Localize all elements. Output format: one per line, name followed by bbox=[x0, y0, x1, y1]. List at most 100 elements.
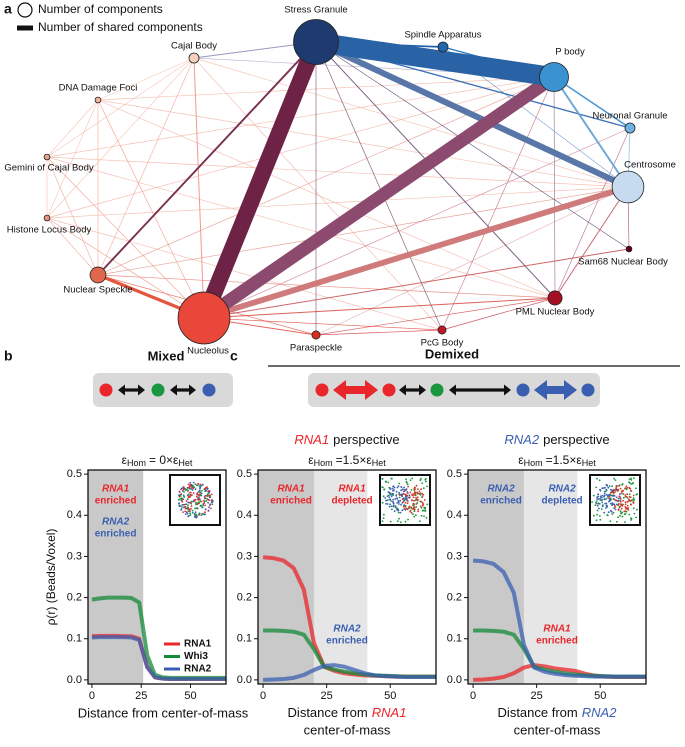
inset-bead bbox=[610, 488, 612, 491]
x-tick-label: 0 bbox=[260, 690, 266, 702]
inset-bead bbox=[619, 500, 622, 503]
inset-bead bbox=[626, 487, 629, 489]
inset-bead bbox=[211, 503, 214, 506]
inset-bead bbox=[383, 488, 386, 491]
inset-bead bbox=[188, 514, 191, 517]
inset-bead bbox=[417, 508, 420, 511]
y-tick-label: 0.4 bbox=[237, 509, 252, 521]
inset-bead bbox=[603, 511, 606, 514]
node bbox=[188, 52, 200, 64]
inset-bead bbox=[425, 516, 428, 519]
y-tick-label: 0.3 bbox=[67, 550, 82, 562]
inset-bead bbox=[406, 508, 409, 511]
edge bbox=[203, 297, 556, 319]
y-tick-label: 0.0 bbox=[67, 674, 82, 686]
y-tick-label: 0.2 bbox=[67, 591, 82, 603]
inset-bead bbox=[595, 519, 598, 522]
node bbox=[293, 19, 339, 65]
inset-bead bbox=[404, 502, 407, 504]
series-line bbox=[472, 558, 646, 679]
inset-bead bbox=[625, 485, 628, 488]
inset-bead bbox=[183, 495, 185, 498]
inset-bead bbox=[409, 479, 412, 481]
inset-bead bbox=[608, 500, 610, 503]
inset-bead bbox=[396, 497, 398, 500]
node bbox=[611, 170, 645, 204]
inset-bead bbox=[395, 494, 398, 497]
inset-bead bbox=[607, 511, 610, 514]
inset-frame bbox=[589, 474, 641, 526]
inset-bead bbox=[203, 513, 206, 516]
inset-bead bbox=[420, 514, 423, 517]
inset-bead bbox=[184, 489, 187, 491]
inset-bead bbox=[399, 499, 402, 502]
subtitle-highlight: RNA1 bbox=[294, 432, 329, 447]
inset-bead bbox=[405, 489, 407, 491]
edge bbox=[314, 32, 556, 87]
inset-bead bbox=[413, 492, 416, 495]
inset-bead bbox=[598, 479, 601, 482]
title-part: ε bbox=[308, 453, 314, 467]
inset-bead bbox=[415, 514, 417, 517]
inset-bead bbox=[420, 477, 422, 480]
inset-bead bbox=[207, 501, 210, 504]
inset-bead bbox=[189, 512, 192, 515]
y-tick-label: 0.5 bbox=[447, 468, 462, 480]
inset-bead bbox=[389, 520, 392, 523]
inset-bead bbox=[385, 480, 387, 483]
inset-bead bbox=[608, 485, 611, 487]
inset-bead bbox=[381, 520, 384, 522]
inset-bead bbox=[178, 502, 180, 505]
annotation-line: depleted bbox=[542, 495, 583, 506]
plot-frame bbox=[467, 469, 647, 685]
inset-bead bbox=[412, 502, 415, 505]
edge bbox=[314, 39, 630, 190]
subtitle-text: perspective bbox=[333, 432, 399, 447]
inset-bead bbox=[189, 481, 192, 484]
inset-bead bbox=[204, 508, 207, 511]
inset-bead bbox=[193, 499, 196, 501]
title-subscript: Hom bbox=[127, 458, 146, 468]
inset-bead bbox=[604, 486, 606, 489]
inset-bead bbox=[422, 509, 424, 512]
inset-bead bbox=[198, 513, 201, 516]
inset-bead bbox=[599, 518, 602, 521]
x-tick-label: 0 bbox=[470, 690, 476, 702]
edge bbox=[46, 156, 99, 276]
inset-bead bbox=[189, 485, 191, 488]
edge bbox=[46, 217, 443, 331]
inset-bead bbox=[624, 494, 627, 496]
inset-bead bbox=[409, 510, 411, 513]
inset-bead bbox=[381, 478, 384, 480]
inset-bead bbox=[418, 490, 421, 493]
inset-bead bbox=[611, 485, 613, 488]
annotation: RNA2 enriched bbox=[480, 483, 522, 506]
inset-bead bbox=[618, 503, 620, 505]
inset-bead bbox=[201, 489, 203, 492]
inset-bead bbox=[204, 497, 206, 500]
inset-bead bbox=[183, 491, 185, 493]
inset-bead bbox=[189, 514, 192, 516]
inset-bead bbox=[594, 504, 597, 506]
annotation-line: enriched bbox=[95, 528, 137, 539]
inset-bead bbox=[182, 494, 185, 497]
y-tick-label: 0.0 bbox=[447, 674, 462, 686]
inset-bead bbox=[195, 495, 198, 498]
inset-bead bbox=[388, 505, 391, 508]
inset-bead bbox=[204, 494, 207, 497]
panel-label: b bbox=[4, 348, 13, 364]
node-label: Histone Locus Body bbox=[7, 225, 92, 236]
inset-bead bbox=[197, 501, 200, 504]
edge bbox=[554, 186, 629, 299]
inset-bead bbox=[599, 515, 601, 517]
inset-bead bbox=[191, 494, 193, 496]
inset-bead bbox=[206, 494, 209, 496]
inset-bead bbox=[413, 515, 416, 518]
inset-bead bbox=[619, 487, 622, 490]
annotation-line: enriched bbox=[95, 495, 137, 506]
x-tick-label: 25 bbox=[135, 690, 147, 702]
inset-bead bbox=[407, 518, 409, 521]
inset-bead bbox=[419, 479, 422, 482]
inset-bead bbox=[404, 520, 407, 523]
